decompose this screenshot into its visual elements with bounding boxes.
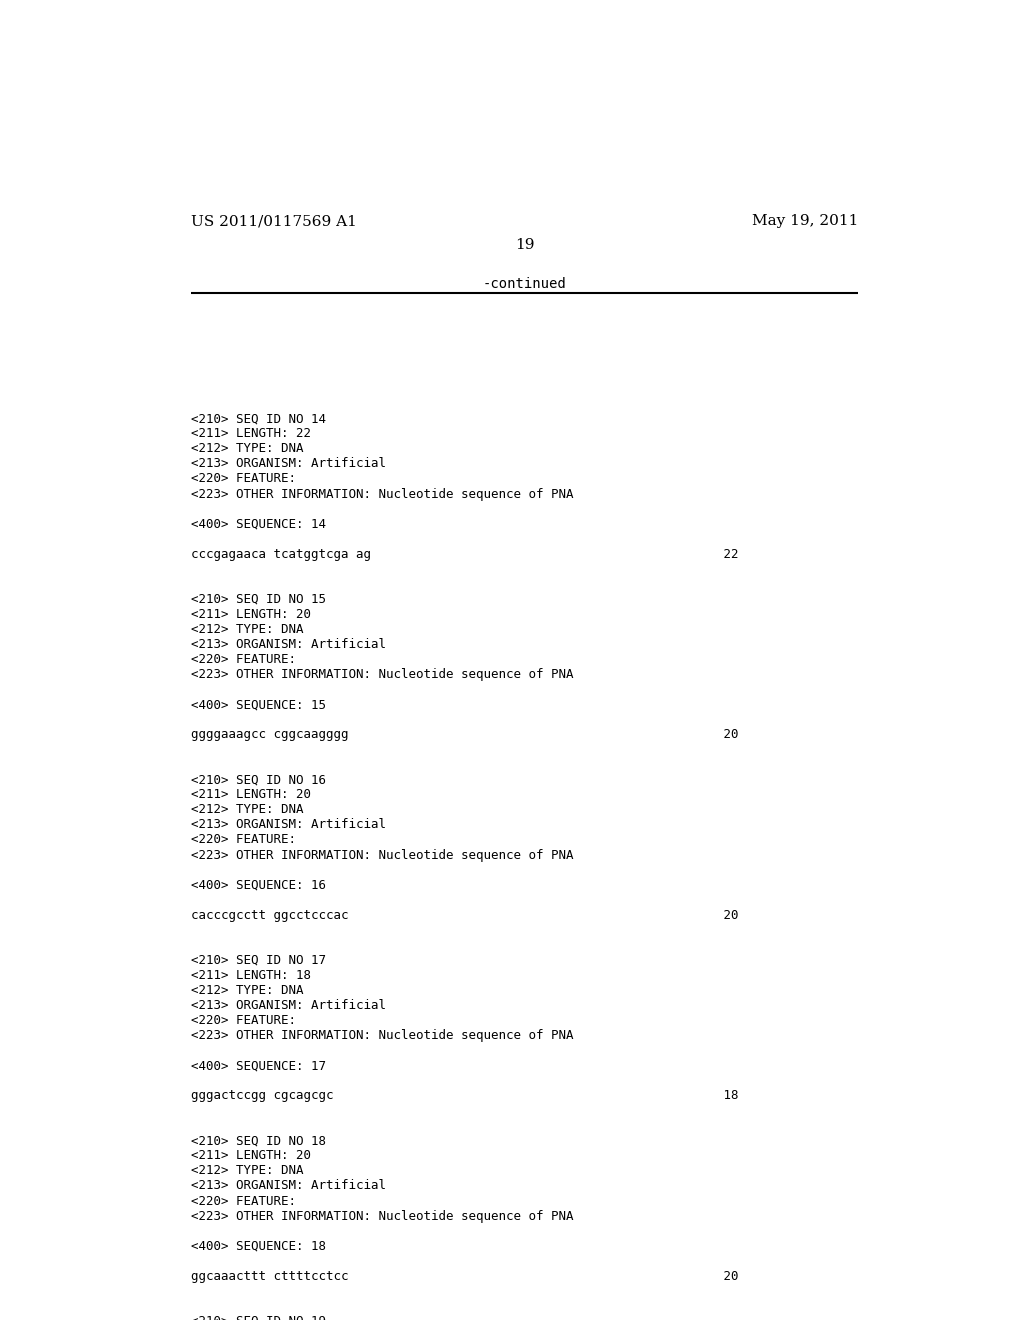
Text: cacccgcctt ggcctcccac                                                  20: cacccgcctt ggcctcccac 20 — [191, 908, 739, 921]
Text: <212> TYPE: DNA: <212> TYPE: DNA — [191, 804, 304, 816]
Text: <213> ORGANISM: Artificial: <213> ORGANISM: Artificial — [191, 818, 386, 832]
Text: <400> SEQUENCE: 14: <400> SEQUENCE: 14 — [191, 517, 327, 531]
Text: <210> SEQ ID NO 17: <210> SEQ ID NO 17 — [191, 954, 327, 966]
Text: <210> SEQ ID NO 18: <210> SEQ ID NO 18 — [191, 1134, 327, 1147]
Text: -continued: -continued — [483, 277, 566, 292]
Text: <213> ORGANISM: Artificial: <213> ORGANISM: Artificial — [191, 999, 386, 1012]
Text: <220> FEATURE:: <220> FEATURE: — [191, 653, 297, 667]
Text: <220> FEATURE:: <220> FEATURE: — [191, 473, 297, 486]
Text: <211> LENGTH: 22: <211> LENGTH: 22 — [191, 428, 311, 441]
Text: <212> TYPE: DNA: <212> TYPE: DNA — [191, 983, 304, 997]
Text: ggcaaacttt cttttcctcc                                                  20: ggcaaacttt cttttcctcc 20 — [191, 1270, 739, 1283]
Text: <211> LENGTH: 18: <211> LENGTH: 18 — [191, 969, 311, 982]
Text: <220> FEATURE:: <220> FEATURE: — [191, 833, 297, 846]
Text: <211> LENGTH: 20: <211> LENGTH: 20 — [191, 788, 311, 801]
Text: <213> ORGANISM: Artificial: <213> ORGANISM: Artificial — [191, 638, 386, 651]
Text: <400> SEQUENCE: 17: <400> SEQUENCE: 17 — [191, 1059, 327, 1072]
Text: <210> SEQ ID NO 16: <210> SEQ ID NO 16 — [191, 774, 327, 787]
Text: <211> LENGTH: 20: <211> LENGTH: 20 — [191, 1150, 311, 1163]
Text: <211> LENGTH: 20: <211> LENGTH: 20 — [191, 607, 311, 620]
Text: ggggaaagcc cggcaagggg                                                  20: ggggaaagcc cggcaagggg 20 — [191, 729, 739, 742]
Text: <223> OTHER INFORMATION: Nucleotide sequence of PNA: <223> OTHER INFORMATION: Nucleotide sequ… — [191, 849, 574, 862]
Text: <223> OTHER INFORMATION: Nucleotide sequence of PNA: <223> OTHER INFORMATION: Nucleotide sequ… — [191, 1209, 574, 1222]
Text: <400> SEQUENCE: 18: <400> SEQUENCE: 18 — [191, 1239, 327, 1253]
Text: <400> SEQUENCE: 16: <400> SEQUENCE: 16 — [191, 879, 327, 891]
Text: <210> SEQ ID NO 14: <210> SEQ ID NO 14 — [191, 412, 327, 425]
Text: <220> FEATURE:: <220> FEATURE: — [191, 1014, 297, 1027]
Text: <223> OTHER INFORMATION: Nucleotide sequence of PNA: <223> OTHER INFORMATION: Nucleotide sequ… — [191, 668, 574, 681]
Text: <212> TYPE: DNA: <212> TYPE: DNA — [191, 1164, 304, 1177]
Text: <223> OTHER INFORMATION: Nucleotide sequence of PNA: <223> OTHER INFORMATION: Nucleotide sequ… — [191, 1030, 574, 1041]
Text: <400> SEQUENCE: 15: <400> SEQUENCE: 15 — [191, 698, 327, 711]
Text: <223> OTHER INFORMATION: Nucleotide sequence of PNA: <223> OTHER INFORMATION: Nucleotide sequ… — [191, 487, 574, 500]
Text: <212> TYPE: DNA: <212> TYPE: DNA — [191, 623, 304, 636]
Text: <210> SEQ ID NO 15: <210> SEQ ID NO 15 — [191, 593, 327, 606]
Text: gggactccgg cgcagcgc                                                    18: gggactccgg cgcagcgc 18 — [191, 1089, 739, 1102]
Text: <210> SEQ ID NO 19: <210> SEQ ID NO 19 — [191, 1315, 327, 1320]
Text: <213> ORGANISM: Artificial: <213> ORGANISM: Artificial — [191, 1180, 386, 1192]
Text: 19: 19 — [515, 238, 535, 252]
Text: <220> FEATURE:: <220> FEATURE: — [191, 1195, 297, 1208]
Text: <212> TYPE: DNA: <212> TYPE: DNA — [191, 442, 304, 455]
Text: May 19, 2011: May 19, 2011 — [752, 214, 858, 228]
Text: cccgagaaca tcatggtcga ag                                               22: cccgagaaca tcatggtcga ag 22 — [191, 548, 739, 561]
Text: US 2011/0117569 A1: US 2011/0117569 A1 — [191, 214, 357, 228]
Text: <213> ORGANISM: Artificial: <213> ORGANISM: Artificial — [191, 458, 386, 470]
